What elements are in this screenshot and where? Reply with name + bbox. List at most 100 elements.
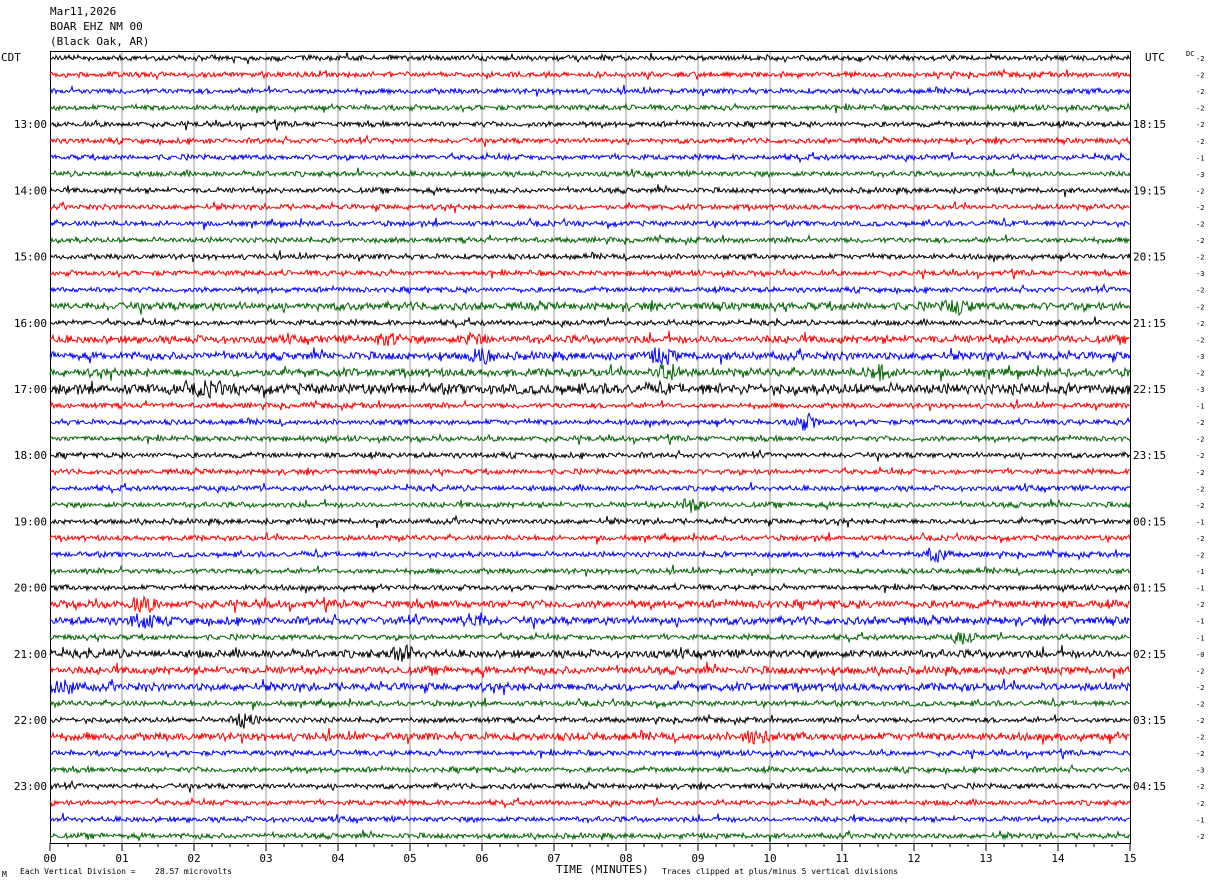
scale-note-value: 28.57 microvolts: [155, 867, 233, 876]
trace-line: [49, 233, 1131, 247]
dc-offset-value: -1: [1196, 816, 1204, 824]
dc-offset-value: -3: [1196, 386, 1204, 394]
x-tick-label: 05: [403, 852, 416, 865]
plot-frame: [50, 51, 1131, 844]
dc-offset-value: -2: [1196, 121, 1204, 129]
dc-offset-value: -2: [1196, 717, 1204, 725]
dc-offset-value: -3: [1196, 767, 1204, 775]
x-tick-label: 00: [43, 852, 56, 865]
dc-offset-value: -2: [1196, 469, 1204, 477]
trace-line: [49, 713, 1131, 729]
dc-offset-value: -2: [1196, 138, 1204, 146]
trace-line: [49, 250, 1131, 263]
chart-date: Mar11,2026: [50, 5, 117, 18]
trace-line: [49, 465, 1131, 478]
x-tick-label: 08: [619, 852, 632, 865]
x-tick-label: 07: [547, 852, 560, 865]
trace-line: [49, 399, 1131, 412]
right-hour-label: 02:15: [1133, 648, 1166, 661]
dc-offset-value: -2: [1196, 221, 1204, 229]
trace-line: [49, 582, 1131, 594]
dc-offset-value: -2: [1196, 187, 1204, 195]
trace-line: [49, 595, 1131, 614]
dc-offset-value: -2: [1196, 667, 1204, 675]
trace-line: [49, 184, 1131, 198]
right-hour-label: 23:15: [1133, 449, 1166, 462]
right-hour-label: 03:15: [1133, 714, 1166, 727]
trace-line: [49, 531, 1131, 545]
dc-offset-value: -2: [1196, 684, 1204, 692]
right-hour-label: 21:15: [1133, 317, 1166, 330]
trace-line: [49, 52, 1131, 65]
x-tick-label: 13: [979, 852, 992, 865]
dc-offset-value: -2: [1196, 237, 1204, 245]
left-hour-label: 22:00: [14, 714, 47, 727]
trace-line: [49, 316, 1131, 330]
dc-offset-value: -2: [1196, 833, 1204, 841]
left-hour-label: 15:00: [14, 251, 47, 264]
station-location: (Black Oak, AR): [50, 35, 150, 48]
trace-line: [49, 267, 1131, 281]
dc-offset-column: DC -2 -2 -2 -2 -2 -2 -1 -3 -2 -2 -2 -2 -2 -3 -2 -2 -2 -2 -3…: [1186, 50, 1204, 841]
x-axis-title: TIME (MINUTES): [556, 863, 649, 876]
trace-line: [49, 299, 1131, 317]
trace-line: [49, 763, 1131, 776]
dc-offset-value: -1: [1196, 634, 1204, 642]
left-hour-label: 16:00: [14, 317, 47, 330]
right-hour-label: 01:15: [1133, 582, 1166, 595]
trace-line: [49, 829, 1131, 843]
dc-header: DC: [1186, 50, 1194, 58]
trace-line: [49, 631, 1131, 645]
x-tick-label: 01: [115, 852, 128, 865]
x-tick-label: 12: [907, 852, 920, 865]
dc-offset-value: -2: [1196, 88, 1204, 96]
dc-offset-value: -1: [1196, 618, 1204, 626]
dc-offset-value: -1: [1196, 403, 1204, 411]
cdt-label: CDT: [1, 51, 21, 64]
dc-offset-value: -2: [1196, 336, 1204, 344]
trace-line: [49, 678, 1131, 696]
trace-line: [49, 68, 1131, 81]
right-hour-label: 19:15: [1133, 184, 1166, 197]
x-tick-label: 02: [187, 852, 200, 865]
trace-line: [49, 347, 1131, 365]
dc-offset-value: -2: [1196, 105, 1204, 113]
trace-line: [49, 201, 1131, 214]
dc-offset-value: -2: [1196, 783, 1204, 791]
x-tick-label: 15: [1123, 852, 1136, 865]
dc-offset-value: -2: [1196, 700, 1204, 708]
x-tick-label: 09: [691, 852, 704, 865]
left-hour-label: 21:00: [14, 648, 47, 661]
trace-line: [49, 362, 1131, 382]
left-hour-label: 23:00: [14, 780, 47, 793]
right-hour-label: 00:15: [1133, 515, 1166, 528]
trace-line: [49, 727, 1131, 745]
dc-offset-value: -1: [1196, 568, 1204, 576]
trace-line: [49, 102, 1131, 114]
seismic-traces: [49, 52, 1131, 843]
trace-line: [49, 796, 1131, 810]
dc-offset-value: -2: [1196, 734, 1204, 742]
dc-offset-value: -1: [1196, 518, 1204, 526]
dc-offset-value: -1: [1196, 585, 1204, 593]
trace-line: [49, 612, 1131, 630]
dc-offset-value: -2: [1196, 254, 1204, 262]
trace-line: [49, 497, 1131, 513]
dc-offset-value: -0: [1196, 651, 1204, 659]
trace-line: [49, 812, 1131, 825]
dc-offset-value: -2: [1196, 750, 1204, 758]
trace-line: [49, 167, 1131, 179]
dc-offset-value: -2: [1196, 320, 1204, 328]
trace-line: [49, 644, 1131, 662]
dc-offset-value: -1: [1196, 154, 1204, 162]
dc-offset-value: -2: [1196, 287, 1204, 295]
left-hour-label: 19:00: [14, 515, 47, 528]
x-tick-label: 04: [331, 852, 345, 865]
trace-line: [49, 330, 1131, 347]
dc-offset-value: -2: [1196, 436, 1204, 444]
time-axis-ticks: 00 01 02 03 04 05 06 07 08 09 10 11 12 13 14 15: [43, 843, 1137, 865]
right-hour-label: 20:15: [1133, 251, 1166, 264]
trace-line: [49, 151, 1131, 164]
trace-line: [49, 379, 1131, 400]
